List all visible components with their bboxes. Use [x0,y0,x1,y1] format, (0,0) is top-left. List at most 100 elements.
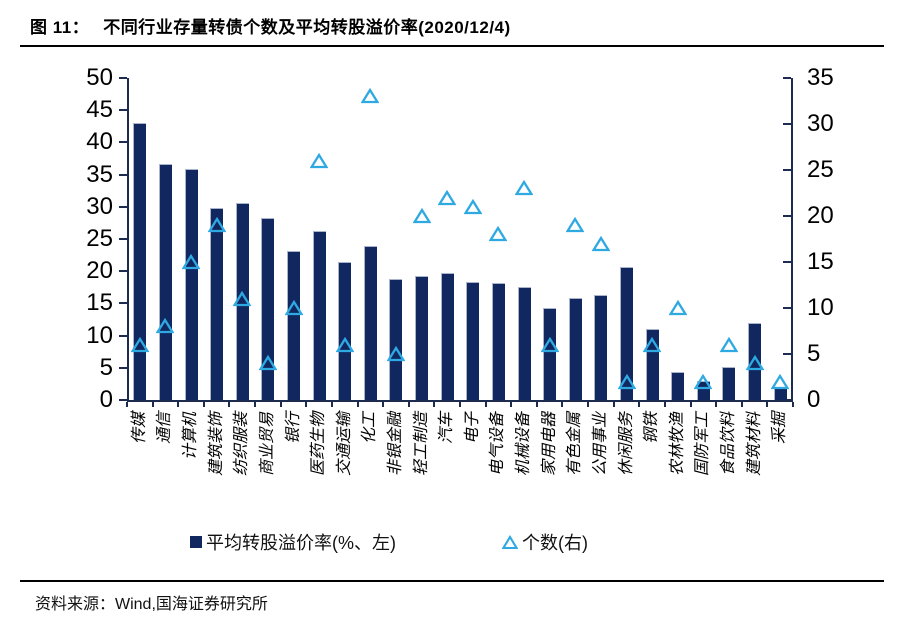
count-marker [488,226,508,242]
y-axis-right-tick [783,123,791,125]
y-axis-left-tick-label: 40 [86,128,113,156]
y-axis-left-tick [119,205,127,208]
count-marker [258,354,278,371]
x-axis-label: 商业贸易 [258,412,276,477]
x-axis-tick [612,402,615,407]
x-axis-label: 电气设备 [489,412,507,477]
y-axis-left-tick-label: 30 [86,192,113,220]
x-axis-tick [459,402,461,407]
count-marker [360,88,380,104]
x-axis-label: 纺织服装 [233,412,251,477]
x-axis-label: 公用事业 [591,412,609,477]
y-axis-left-tick-label: 50 [86,64,113,91]
count-marker [693,373,713,390]
y-axis-left-tick [119,366,127,369]
x-axis-label: 采掘 [771,412,789,445]
y-axis-left-tick-label: 20 [86,257,113,285]
y-axis-right-tick-label: 5 [807,340,821,367]
count-marker [207,216,227,233]
count-marker [591,235,611,252]
count-marker [437,189,457,206]
premium-bar [748,323,762,400]
y-axis-left-tick [119,302,127,305]
title-rule [20,45,884,47]
triangle-marker-icon [502,534,518,549]
premium-bar [261,218,275,400]
premium-bar [696,380,710,400]
premium-bar [210,208,224,400]
y-axis-left-tick-label: 25 [86,225,113,252]
x-axis-label: 汽车 [438,412,456,445]
y-axis-right-tick-label: 35 [807,64,834,91]
figure-title: 图 11： 不同行业存量转债个数及平均转股溢价率(2020/12/4) [30,13,511,38]
x-axis-label: 农林牧渔 [668,412,686,477]
x-axis-label: 计算机 [182,412,200,461]
y-axis-left-tick [119,270,127,273]
count-marker [309,152,329,169]
x-axis-label: 轻工制造 [412,412,430,477]
x-axis-tick [433,402,436,407]
x-axis-tick [228,402,231,407]
count-marker [617,373,636,390]
count-marker [514,180,534,196]
x-axis-tick [356,402,359,407]
count-marker [745,354,765,371]
y-axis-right-tick [783,399,791,401]
count-marker [642,336,662,353]
x-axis-label: 钢铁 [643,412,661,445]
y-axis-left-tick-label: 5 [99,353,113,381]
premium-bar [312,230,326,400]
y-axis-left-tick-label: 0 [99,386,113,413]
x-axis-tick [561,402,564,407]
premium-bar [491,283,505,400]
figure-title-text: 不同行业存量转债个数及平均转股溢价率(2020/12/4) [103,18,511,37]
x-axis-tick [126,402,128,407]
y-axis-right-tick [783,307,791,309]
y-axis-right-tick [783,169,791,171]
x-axis-tick [279,402,282,407]
count-marker [232,290,252,307]
x-axis-label: 家用电器 [540,412,558,477]
premium-bar [517,287,531,400]
x-axis-tick [766,402,769,407]
count-marker [335,336,355,353]
x-axis-tick [638,402,641,407]
count-marker [540,336,560,353]
x-axis-tick [689,402,692,407]
legend-premium-label: 平均转股溢价率(%、左) [206,533,396,553]
source-attribution: 资料来源：Wind,国海证券研究所 [35,596,268,613]
x-axis-tick [177,402,180,407]
x-axis-label: 交通运输 [335,412,353,477]
y-axis-left-tick-label: 35 [86,160,113,188]
x-axis-label: 国防军工 [694,412,712,477]
x-axis-tick [254,402,257,407]
premium-bar [287,250,300,400]
count-marker [155,318,175,334]
premium-bar [363,246,377,400]
count-marker [463,198,483,215]
legend-item-count: 个数(右) [502,529,588,555]
y-axis-right-tick-label: 15 [807,248,834,275]
x-axis-tick [407,402,410,407]
y-axis-right-tick-label: 30 [807,110,834,137]
count-marker [719,336,739,353]
count-marker [565,216,585,233]
y-axis-right-tick [783,353,791,355]
count-marker [412,207,432,224]
premium-bar [466,282,480,400]
y-axis-left-tick [119,77,127,79]
premium-bar [645,329,659,400]
x-axis-tick [484,402,487,407]
x-axis-tick [663,402,666,407]
y-axis-left-tick-label: 15 [86,289,113,317]
x-axis-tick [510,402,513,407]
y-axis-right-tick-label: 10 [807,294,834,321]
legend-item-premium: 平均转股溢价率(%、左) [190,529,396,555]
y-axis-left-tick [119,109,127,112]
x-axis-label: 电子 [463,412,481,445]
x-axis-tick [305,402,308,407]
premium-bar [722,366,736,400]
count-marker [770,373,790,390]
premium-bar [133,123,147,400]
